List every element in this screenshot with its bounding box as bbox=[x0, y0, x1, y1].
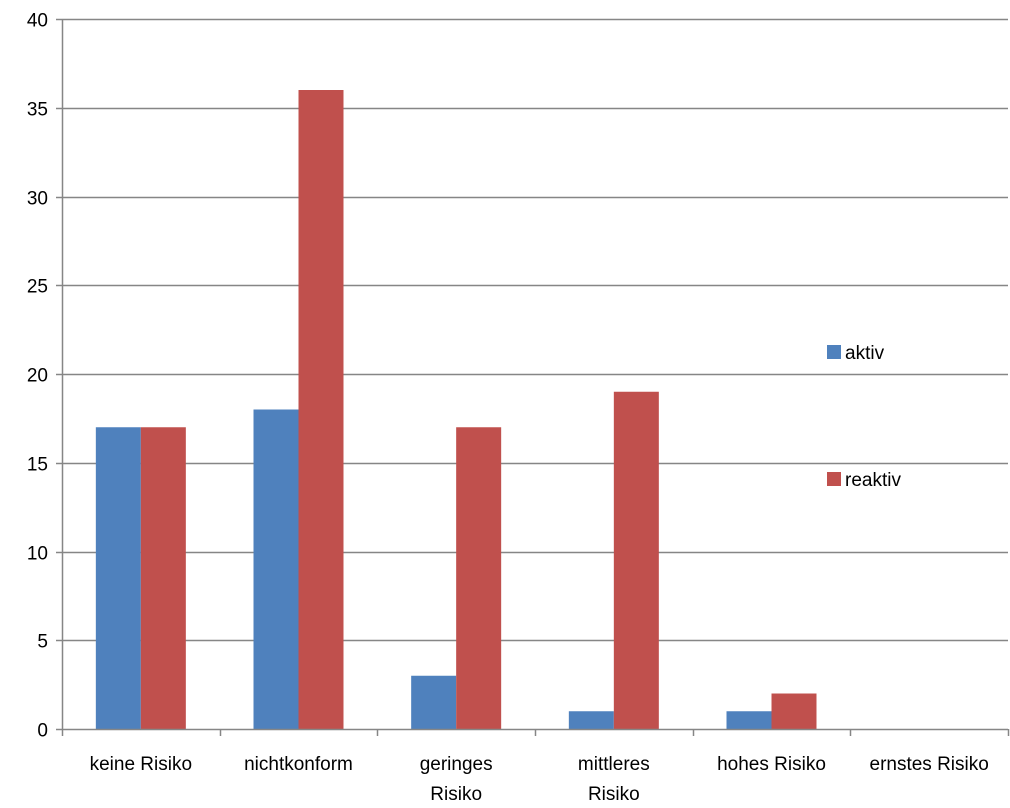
y-tick-label: 5 bbox=[37, 632, 48, 653]
y-tick-label: 35 bbox=[27, 100, 48, 121]
x-tick-label: geringes Risiko bbox=[420, 754, 493, 805]
axes bbox=[56, 18, 1010, 736]
bar-aktiv bbox=[253, 409, 299, 729]
x-tick-label: ernstes Risiko bbox=[870, 754, 989, 775]
bar-aktiv bbox=[726, 711, 772, 729]
x-tick-label-line: Risiko bbox=[430, 784, 482, 805]
x-tick-label-line: nichtkonform bbox=[244, 754, 353, 775]
bar-aktiv bbox=[411, 675, 457, 729]
y-tick-label: 15 bbox=[27, 455, 48, 476]
bar-reaktiv bbox=[140, 427, 186, 729]
y-tick-label: 40 bbox=[27, 11, 48, 32]
bars bbox=[95, 90, 817, 729]
bar-reaktiv bbox=[771, 693, 817, 729]
x-tick-label-line: Risiko bbox=[588, 784, 640, 805]
x-tick-label: nichtkonform bbox=[244, 754, 353, 775]
legend-label-reaktiv: reaktiv bbox=[845, 470, 901, 491]
bar-aktiv bbox=[95, 427, 141, 729]
legend-swatch-aktiv bbox=[827, 345, 841, 359]
bar-reaktiv bbox=[456, 427, 502, 729]
x-tick-label: keine Risiko bbox=[90, 754, 192, 775]
x-tick-label-line: mittleres bbox=[578, 754, 650, 775]
x-tick-label-line: hohes Risiko bbox=[717, 754, 826, 775]
legend-swatch-reaktiv bbox=[827, 472, 841, 486]
y-tick-label: 10 bbox=[27, 544, 48, 565]
x-tick-label-line: keine Risiko bbox=[90, 754, 192, 775]
x-tick-label: mittleres Risiko bbox=[578, 754, 650, 805]
legend-label-aktiv: aktiv bbox=[845, 343, 885, 364]
gridlines bbox=[62, 18, 1008, 642]
bar-aktiv bbox=[568, 711, 614, 729]
x-tick-label-line: geringes bbox=[420, 754, 493, 775]
bar-reaktiv bbox=[298, 90, 344, 729]
y-tick-labels: 0 5 10 15 20 25 30 35 40 bbox=[27, 11, 48, 742]
y-tick-label: 30 bbox=[27, 189, 48, 210]
y-tick-label: 25 bbox=[27, 277, 48, 298]
x-tick-labels: keine Risiko nichtkonform geringes Risikomi… bbox=[90, 754, 989, 805]
x-tick-label-line: ernstes Risiko bbox=[870, 754, 989, 775]
legend: aktiv reaktiv bbox=[827, 343, 901, 491]
y-tick-label: 0 bbox=[37, 721, 48, 742]
bar-reaktiv bbox=[613, 391, 659, 729]
y-tick-label: 20 bbox=[27, 366, 48, 387]
x-tick-label: hohes Risiko bbox=[717, 754, 826, 775]
